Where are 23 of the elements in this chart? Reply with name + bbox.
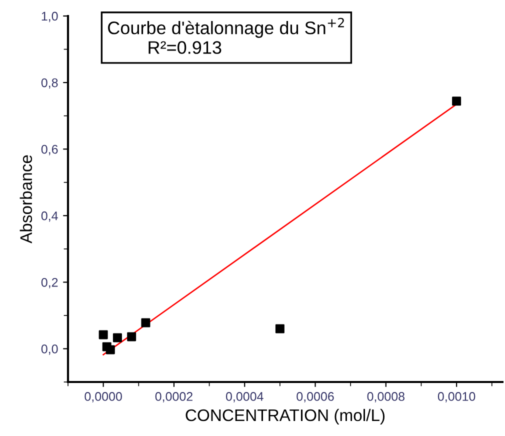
- y-tick-label: 0,4: [41, 211, 58, 222]
- point: [141, 318, 150, 328]
- point: [112, 333, 122, 342]
- x-tick-label: 0,0004: [226, 392, 264, 402]
- y-tick-label: 0,2: [41, 278, 58, 288]
- y-tick-label: 0,8: [41, 78, 58, 89]
- point: [127, 332, 136, 342]
- y-tick-label: 0,0: [41, 344, 58, 355]
- x-axis-title: CONCENTRATION (mol/L): [186, 408, 385, 424]
- x-tick-label: 0,0006: [296, 392, 334, 402]
- y-tick-label: 0,6: [41, 144, 58, 156]
- x-tick-label: 0,0000: [84, 392, 122, 402]
- point: [275, 324, 284, 334]
- chart-title: Courbe d'ètalonnage du Sn$^{+2}$: [108, 18, 344, 38]
- x-tick-label: 0,0008: [367, 392, 404, 402]
- point: [106, 345, 115, 354]
- y-axis-title: Absorbance: [20, 155, 32, 244]
- x-tick-label: 0,0010: [438, 392, 476, 402]
- point: [98, 330, 108, 340]
- y-tick-label: 1,0: [42, 12, 58, 22]
- annotation: R²=0.913: [148, 41, 222, 54]
- x-tick-label: 0,0002: [155, 392, 192, 402]
- point: [452, 96, 462, 106]
